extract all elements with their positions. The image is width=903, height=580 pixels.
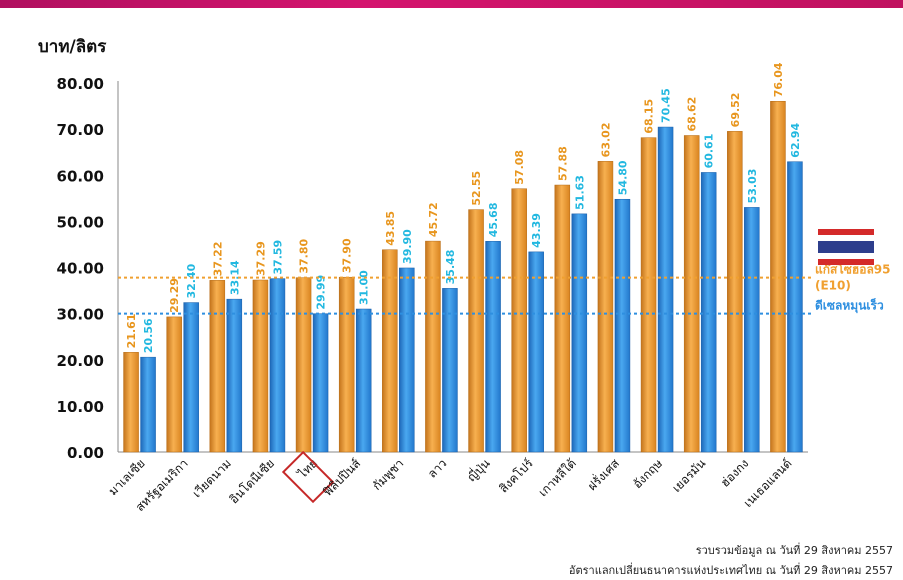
y-tick-label: 60.00 [57, 167, 104, 185]
data-label-diesel: 37.59 [271, 240, 284, 275]
top-accent-bar [0, 0, 903, 8]
data-label-diesel: 54.80 [616, 160, 629, 195]
data-label-gasohol: 37.80 [298, 239, 311, 274]
bar-gasohol [123, 352, 139, 453]
bar-gasohol [338, 276, 355, 453]
bar-gasohol [209, 280, 226, 453]
x-category-label: มาเลเซีย [106, 456, 148, 498]
data-label-gasohol: 45.72 [427, 202, 440, 237]
x-category-label: เวียดนาม [190, 456, 234, 500]
data-label-diesel: 29.99 [315, 275, 328, 310]
data-label-gasohol: 57.88 [556, 146, 569, 181]
bar-diesel [226, 298, 243, 453]
thai-flag-stripe [818, 241, 874, 253]
x-category-label: อินโดนีเซีย [227, 456, 277, 506]
x-category-label: เยอรมัน [669, 456, 708, 495]
reference-label-diesel: ดีเซลหมุนเร็ว [815, 298, 884, 314]
bar-gasohol [683, 135, 700, 453]
bar-diesel [614, 198, 631, 453]
exchange-rate-note: อัตราแลกเปลี่ยนธนาคารแห่งประเทศไทย ณ วัน… [568, 564, 893, 577]
bar-diesel [269, 278, 286, 453]
bar-diesel [140, 356, 156, 453]
y-tick-label: 70.00 [57, 121, 104, 139]
bar-diesel [787, 161, 803, 453]
data-label-diesel: 51.63 [573, 175, 586, 210]
thai-flag-stripe [818, 235, 874, 241]
bar-diesel [399, 267, 415, 453]
data-label-gasohol: 57.08 [513, 150, 526, 185]
bar-diesel [744, 207, 760, 453]
thai-flag-stripe [818, 229, 874, 235]
data-label-gasohol: 29.29 [168, 278, 181, 313]
data-label-gasohol: 37.90 [341, 238, 354, 273]
y-tick-label: 30.00 [57, 306, 104, 324]
y-tick-label: 10.00 [57, 398, 104, 416]
bar-diesel [528, 251, 544, 453]
bar-diesel [442, 288, 458, 453]
data-label-gasohol: 52.55 [470, 171, 483, 206]
bar-gasohol [468, 209, 484, 453]
y-tick-label: 40.00 [57, 260, 104, 278]
bar-gasohol [770, 101, 786, 453]
data-label-gasohol: 76.04 [772, 62, 785, 97]
x-category-label: ลาว [425, 456, 450, 481]
data-label-gasohol: 69.52 [729, 93, 742, 128]
data-label-diesel: 39.90 [401, 229, 414, 264]
x-category-label: ฝรั่งเศส [584, 454, 623, 493]
bar-diesel [183, 302, 199, 453]
x-category-label: ไทย [295, 456, 320, 481]
bar-gasohol [382, 249, 398, 453]
thai-flag-stripe [818, 259, 874, 265]
y-tick-label: 50.00 [57, 213, 104, 231]
x-category-label: ญี่ปุ่น [463, 455, 493, 485]
x-category-label: ฮ่องกง [718, 456, 752, 490]
thai-flag-stripe [818, 253, 874, 259]
data-label-gasohol: 37.29 [254, 241, 267, 276]
x-category-label: เกาหลีใต้ [536, 456, 579, 499]
bar-gasohol [640, 137, 657, 453]
data-label-diesel: 31.00 [358, 270, 371, 305]
data-label-diesel: 35.48 [444, 250, 457, 285]
bar-gasohol [511, 188, 527, 453]
x-category-label: อังกฤษ [630, 456, 665, 491]
data-label-gasohol: 21.61 [125, 314, 138, 349]
data-label-diesel: 70.45 [660, 88, 673, 123]
data-label-gasohol: 43.85 [384, 211, 397, 246]
bar-diesel [485, 241, 501, 453]
bar-diesel [312, 313, 329, 453]
bar-gasohol [252, 279, 269, 453]
reference-label-gasohol: แก๊สโซฮอล95 [815, 262, 891, 277]
y-tick-label: 80.00 [57, 75, 104, 93]
bar-diesel [657, 126, 674, 453]
highlight-box [281, 450, 335, 504]
bar-gasohol [554, 184, 571, 453]
data-label-gasohol: 68.15 [643, 99, 656, 134]
data-label-diesel: 20.56 [142, 318, 155, 353]
data-label-gasohol: 63.02 [599, 123, 612, 158]
y-tick-label: 0.00 [67, 444, 104, 462]
bar-gasohol [597, 161, 614, 453]
data-label-diesel: 53.03 [746, 169, 759, 204]
fuel-price-chart: บาท/ลิตร 0.00 10.00 20.00 30.00 40.00 50.00 60.… [38, 37, 891, 514]
bar-gasohol [295, 277, 312, 453]
x-category-label: สิงคโปร์ [496, 456, 536, 496]
x-category-label: กัมพูชา [370, 456, 407, 493]
bar-gasohol [727, 131, 743, 453]
source-note: รวบรวมข้อมูล ณ วันที่ 29 สิงหาคม 2557 [695, 544, 893, 557]
data-label-diesel: 62.94 [789, 123, 802, 158]
bar-diesel [355, 308, 372, 453]
bar-gasohol [425, 240, 441, 453]
data-label-diesel: 45.68 [487, 203, 500, 238]
reference-label-gasohol: (E10) [815, 279, 851, 293]
bar-diesel [571, 213, 588, 453]
data-label-diesel: 32.40 [185, 263, 198, 298]
y-tick-label: 20.00 [57, 352, 104, 370]
bar-gasohol [166, 316, 182, 453]
bar-diesel [700, 172, 717, 453]
data-label-diesel: 60.61 [703, 134, 716, 169]
data-label-gasohol: 37.22 [211, 242, 224, 277]
y-axis-title: บาท/ลิตร [38, 37, 107, 57]
data-label-gasohol: 68.62 [686, 97, 699, 132]
data-label-diesel: 43.39 [530, 213, 543, 248]
